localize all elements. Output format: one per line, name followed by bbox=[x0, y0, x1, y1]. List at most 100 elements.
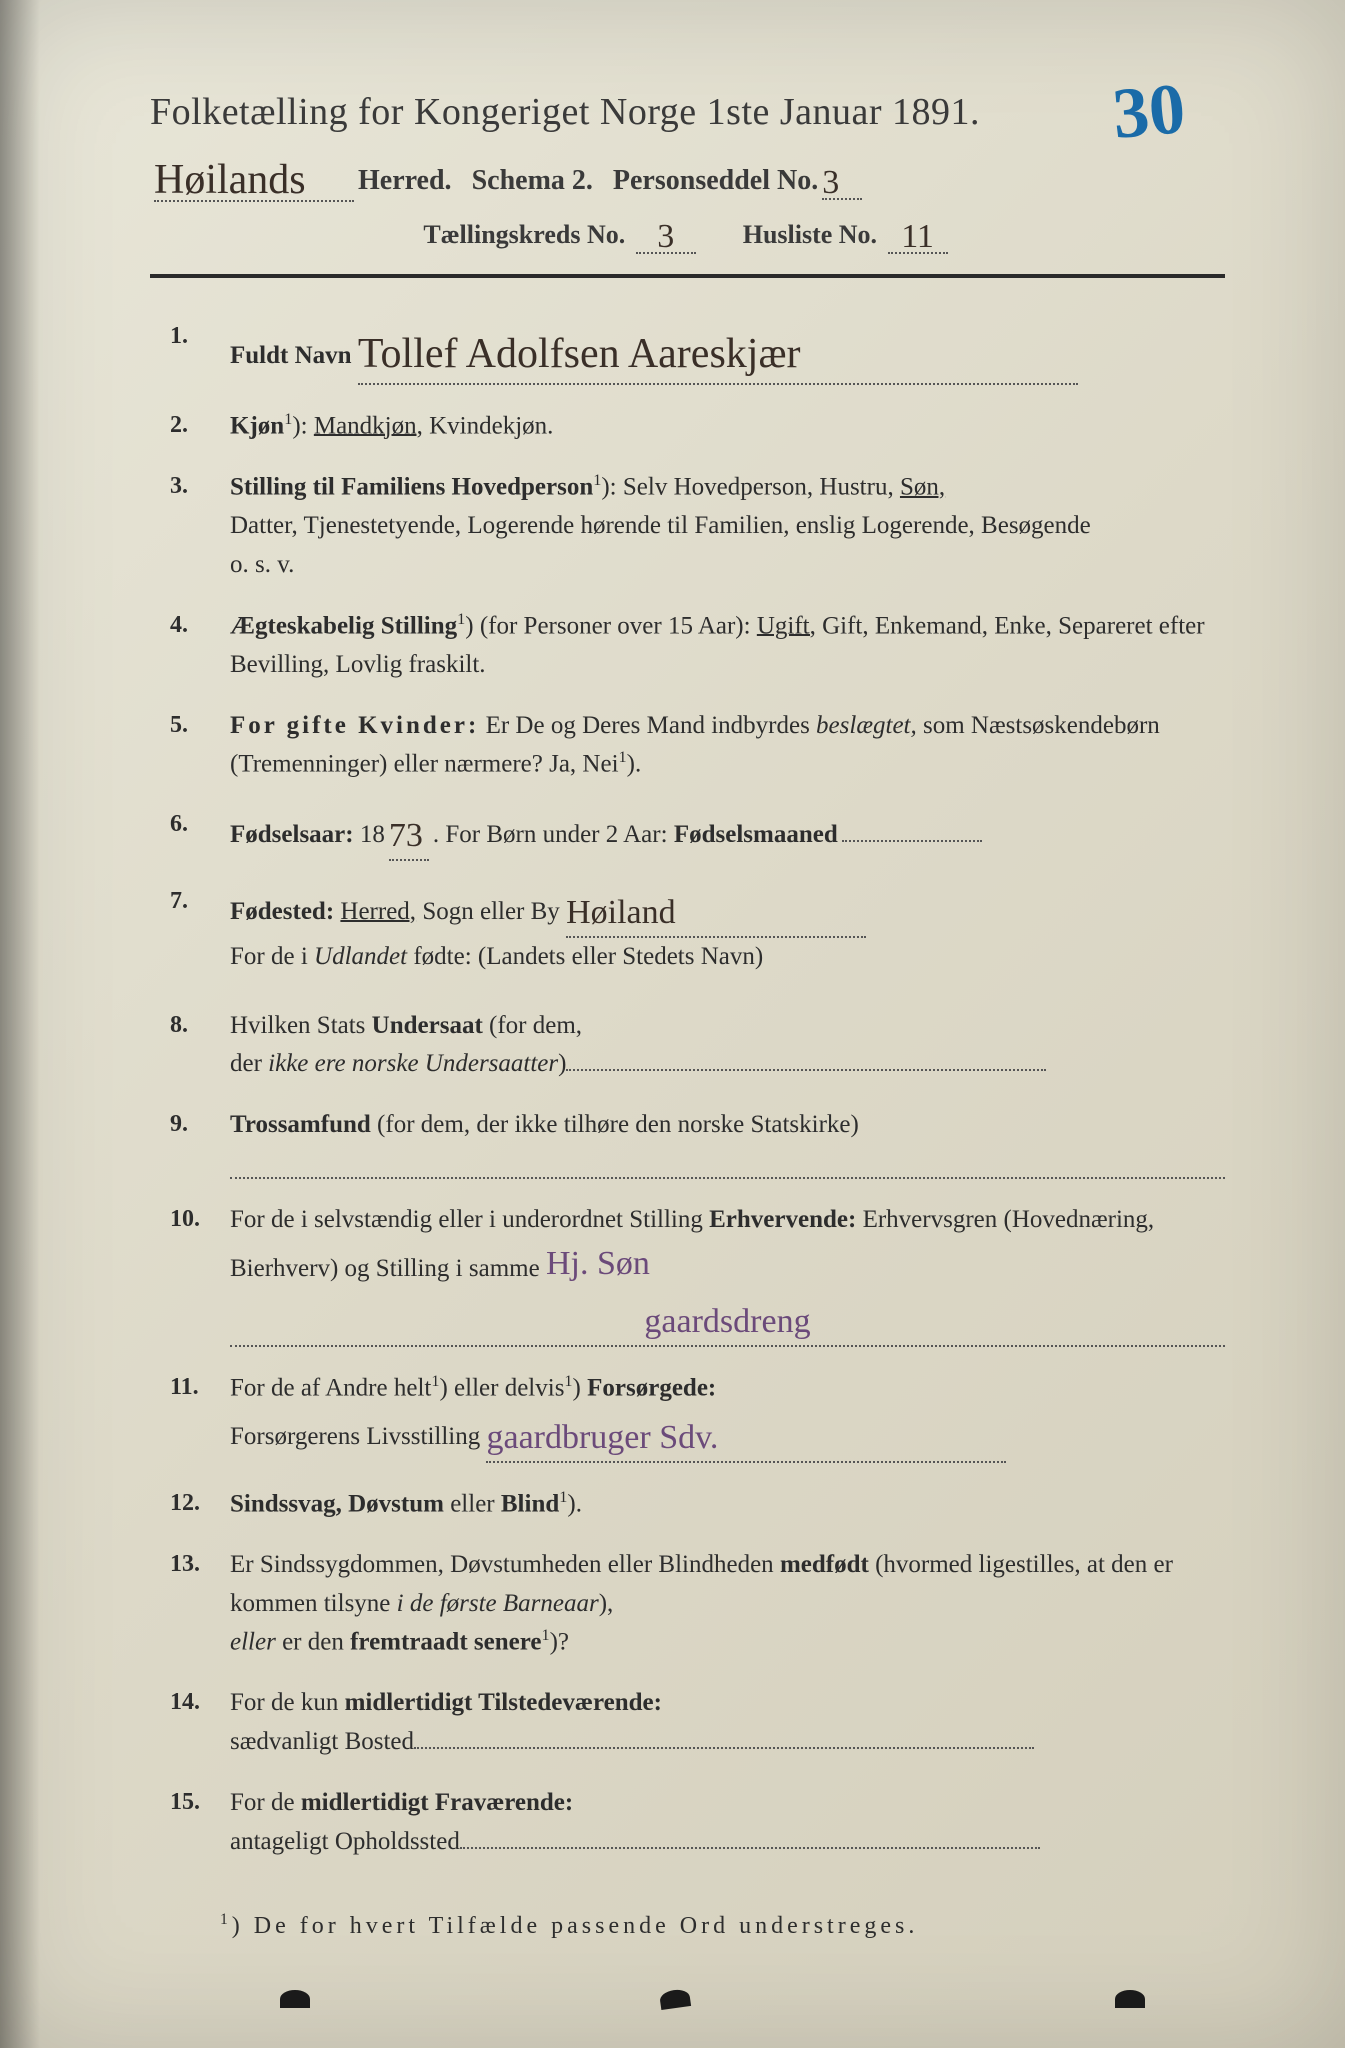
marital-selected: Ugift, bbox=[757, 612, 816, 639]
field-num: 15. bbox=[170, 1784, 230, 1821]
field-14-temp-present: 14. For de kun midlertidigt Tilstedevære… bbox=[170, 1684, 1225, 1762]
tc: ) bbox=[573, 1374, 588, 1401]
husliste-no-field: 11 bbox=[888, 214, 948, 254]
census-form-page: 30 Folketælling for Kongeriget Norge 1st… bbox=[0, 0, 1345, 2048]
personseddel-no-field: 3 bbox=[822, 160, 862, 200]
field-5-married-women: 5. For gifte Kvinder: Er De og Deres Man… bbox=[170, 707, 1225, 785]
la: Hvilken Stats bbox=[230, 1012, 372, 1039]
field-2-sex: 2. Kjøn1): Mandkjøn, Kvindekjøn. bbox=[170, 407, 1225, 446]
field-6-birthyear: 6. Fødselsaar: 1873 . For Børn under 2 Aa… bbox=[170, 806, 1225, 861]
end: ). bbox=[567, 1490, 582, 1517]
state-field bbox=[566, 1069, 1046, 1071]
husliste-no-hw: 11 bbox=[901, 218, 934, 255]
page-number-handwritten: 30 bbox=[1110, 67, 1189, 156]
field-num: 4. bbox=[170, 607, 230, 644]
field-num: 3. bbox=[170, 468, 230, 505]
birthplace-hw: Høiland bbox=[566, 894, 676, 931]
field-num: 1. bbox=[170, 318, 230, 355]
field-9-religion: 9. Trossamfund (for dem, der ikke tilhør… bbox=[170, 1106, 1225, 1179]
place-type-selected: Herred, bbox=[340, 898, 416, 925]
field-label: Trossamfund bbox=[230, 1111, 371, 1138]
line2: sædvanligt Bosted bbox=[230, 1728, 414, 1755]
field-11-supported: 11. For de af Andre helt1) eller delvis1… bbox=[170, 1369, 1225, 1463]
field-num: 7. bbox=[170, 883, 230, 920]
herred-field: Høilands bbox=[154, 152, 354, 202]
field-15-temp-absent: 15. For de midlertidigt Fraværende: anta… bbox=[170, 1784, 1225, 1862]
field-num: 8. bbox=[170, 1007, 230, 1044]
field-10-occupation: 10. For de i selvstændig eller i underor… bbox=[170, 1201, 1225, 1347]
year-hw: 73 bbox=[389, 817, 423, 854]
sex-rest: Kvindekjøn. bbox=[423, 412, 554, 439]
ta: eller bbox=[444, 1490, 501, 1517]
l2a: For de i bbox=[230, 943, 314, 970]
relation-selected: Søn, bbox=[900, 474, 945, 501]
name-hw: Tollef Adolfsen Aareskjær bbox=[358, 331, 801, 377]
field-label: Fødested: bbox=[230, 898, 334, 925]
ba: Sindssvag, Døvstum bbox=[230, 1490, 444, 1517]
field-4-marital: 4. Ægteskabelig Stilling1) (for Personer… bbox=[170, 607, 1225, 685]
l3e: )? bbox=[550, 1629, 569, 1656]
footnote: 1) De for hvert Tilfælde passende Ord un… bbox=[150, 1911, 1225, 1940]
field-8-state: 8. Hvilken Stats Undersaat (for dem, der… bbox=[170, 1007, 1225, 1085]
header-line-3: Tællingskreds No. 3 Husliste No. 11 bbox=[150, 214, 1225, 254]
form-title: Folketælling for Kongeriget Norge 1ste J… bbox=[150, 90, 1225, 134]
ta: Er Sindssygdommen, Døvstumheden eller Bl… bbox=[230, 1551, 780, 1578]
fn-sup: 1 bbox=[220, 1911, 232, 1928]
fn-text: ) De for hvert Tilfælde passende Ord und… bbox=[232, 1913, 919, 1939]
l2a: der bbox=[230, 1050, 268, 1077]
bb: Blind bbox=[501, 1490, 559, 1517]
schema-label: Schema 2. bbox=[472, 165, 593, 197]
herred-label: Herred. bbox=[358, 165, 452, 197]
field-13-congenital: 13. Er Sindssygdommen, Døvstumheden elle… bbox=[170, 1546, 1225, 1663]
supporter-hw: gaardbruger Sdv. bbox=[486, 1419, 718, 1456]
year-field: 73 bbox=[389, 806, 429, 861]
field-num: 2. bbox=[170, 407, 230, 444]
bold: Forsørgede: bbox=[587, 1374, 716, 1401]
field-label: Stilling til Familiens Hovedperson bbox=[230, 474, 593, 501]
kreds-label: Tællingskreds No. bbox=[423, 220, 625, 249]
kreds-no-hw: 3 bbox=[657, 218, 674, 255]
ta: For de i selvstændig eller i underordnet… bbox=[230, 1206, 709, 1233]
month-field bbox=[842, 840, 982, 842]
occ-hw2: gaardsdreng bbox=[644, 1303, 810, 1340]
field-num: 9. bbox=[170, 1106, 230, 1143]
bold: midlertidigt Tilstedeværende: bbox=[345, 1689, 662, 1716]
end: ). bbox=[627, 751, 642, 778]
name-field: Tollef Adolfsen Aareskjær bbox=[358, 318, 1078, 385]
sex-selected: Mandkjøn, bbox=[314, 412, 423, 439]
field-3-relation: 3. Stilling til Familiens Hovedperson1):… bbox=[170, 468, 1225, 585]
ta: (for dem, bbox=[483, 1012, 582, 1039]
field-7-birthplace: 7. Fødested: Herred, Sogn eller By Høila… bbox=[170, 883, 1225, 976]
field-label: Kjøn bbox=[230, 412, 284, 439]
header-rule bbox=[150, 274, 1225, 278]
opts-rest: Sogn eller By bbox=[416, 898, 560, 925]
tc: ), bbox=[599, 1590, 614, 1617]
field-num: 6. bbox=[170, 806, 230, 843]
line2: antageligt Opholdssted bbox=[230, 1828, 460, 1855]
occ-hw1: Hj. Søn bbox=[546, 1245, 650, 1282]
field-1-name: 1. Fuldt Navn Tollef Adolfsen Aareskjær bbox=[170, 318, 1225, 385]
l3i: eller bbox=[230, 1629, 276, 1656]
ia: i de første Barneaar bbox=[397, 1590, 599, 1617]
l2b: ) bbox=[558, 1050, 566, 1077]
line2: Forsørgerens Livsstilling bbox=[230, 1423, 480, 1450]
ba: Erhvervende: bbox=[709, 1206, 856, 1233]
sup: 1 bbox=[541, 1626, 549, 1644]
field-label: Fuldt Navn bbox=[230, 342, 352, 369]
personseddel-no-hw: 3 bbox=[822, 164, 839, 201]
ba: medfødt bbox=[780, 1551, 869, 1578]
text: (for dem, der ikke tilhøre den norske St… bbox=[371, 1111, 859, 1138]
l2i: ikke ere norske Undersaatter bbox=[268, 1050, 558, 1077]
lb: Undersaat bbox=[372, 1012, 483, 1039]
prefix: 18 bbox=[360, 821, 385, 848]
ta: Er De og Deres Mand indbyrdes bbox=[486, 712, 816, 739]
whereabouts-field bbox=[460, 1847, 1040, 1849]
birthplace-field: Høiland bbox=[566, 883, 866, 938]
field-label: Fødselsaar: bbox=[230, 821, 354, 848]
ta: . For Børn under 2 Aar: bbox=[433, 821, 674, 848]
field-num: 5. bbox=[170, 707, 230, 744]
l3a: er den bbox=[276, 1629, 350, 1656]
ta: For de af Andre helt bbox=[230, 1374, 431, 1401]
usual-residence-field bbox=[414, 1747, 1034, 1749]
sup: 1 bbox=[619, 748, 627, 766]
